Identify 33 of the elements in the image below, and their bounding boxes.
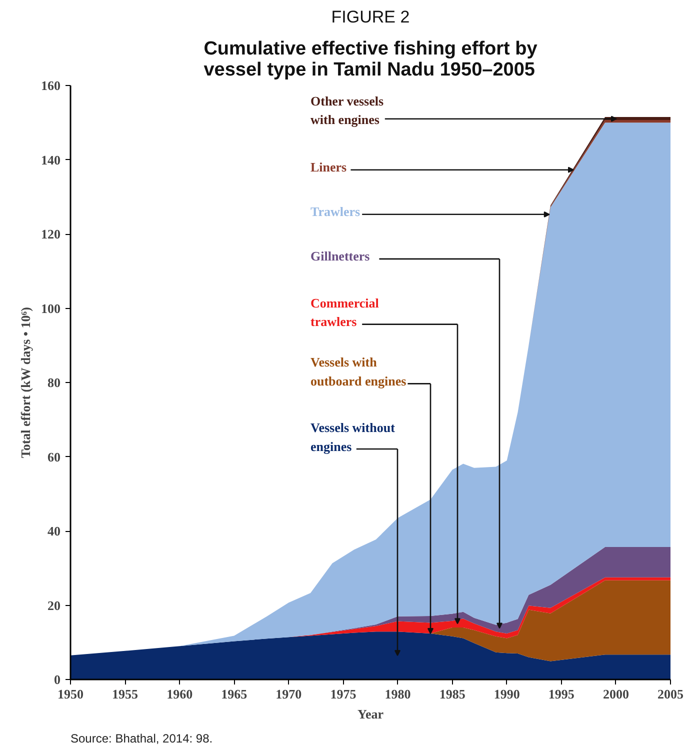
source-note: Source: Bhathal, 2014: 98.: [70, 732, 213, 746]
text: Gillnetters: [310, 248, 370, 264]
x-tick-label: 1970: [276, 686, 302, 702]
text: Vessels with outboard engines: [310, 354, 406, 388]
y-axis-title: Total effort (kW days • 10⁶): [18, 307, 33, 458]
x-tick-label: 1960: [166, 686, 193, 702]
y-tick-label: 60: [48, 449, 60, 464]
y-tick-label: 120: [41, 226, 60, 242]
text: Vessels without engines: [310, 420, 396, 454]
y-tick-label: 40: [48, 524, 60, 538]
x-tick-label: 1975: [330, 686, 357, 702]
x-tick-label: 1955: [112, 686, 139, 702]
x-tick-label: 2000: [602, 686, 629, 702]
x-tick-label: 1990: [494, 686, 520, 702]
x-tick-label: 1965: [221, 686, 248, 702]
x-tick-label: 1985: [439, 686, 466, 702]
x-tick-label: 1980: [384, 686, 411, 702]
x-tick-label: 1995: [548, 686, 575, 702]
x-tick-label: 1950: [58, 686, 84, 702]
x-axis-title: Year: [358, 706, 384, 722]
y-tick-label: 100: [41, 300, 60, 316]
x-tick-label: 2005: [658, 686, 684, 702]
text: Trawlers: [310, 204, 360, 220]
chart-title: Cumulative effective fishing effort by vessel type in Tamil Nadu 1950–2005: [204, 38, 538, 80]
y-tick-label: 140: [41, 152, 60, 168]
text: Commercial trawlers: [310, 295, 380, 330]
y-tick-label: 160: [41, 78, 60, 93]
text: Liners: [310, 160, 347, 175]
text: Other vessels with engines: [310, 93, 384, 128]
y-tick-label: 80: [48, 375, 60, 390]
y-tick-label: 20: [48, 598, 60, 613]
y-tick-label: 0: [54, 672, 60, 687]
chart-subtitle: FIGURE 2: [331, 8, 410, 26]
